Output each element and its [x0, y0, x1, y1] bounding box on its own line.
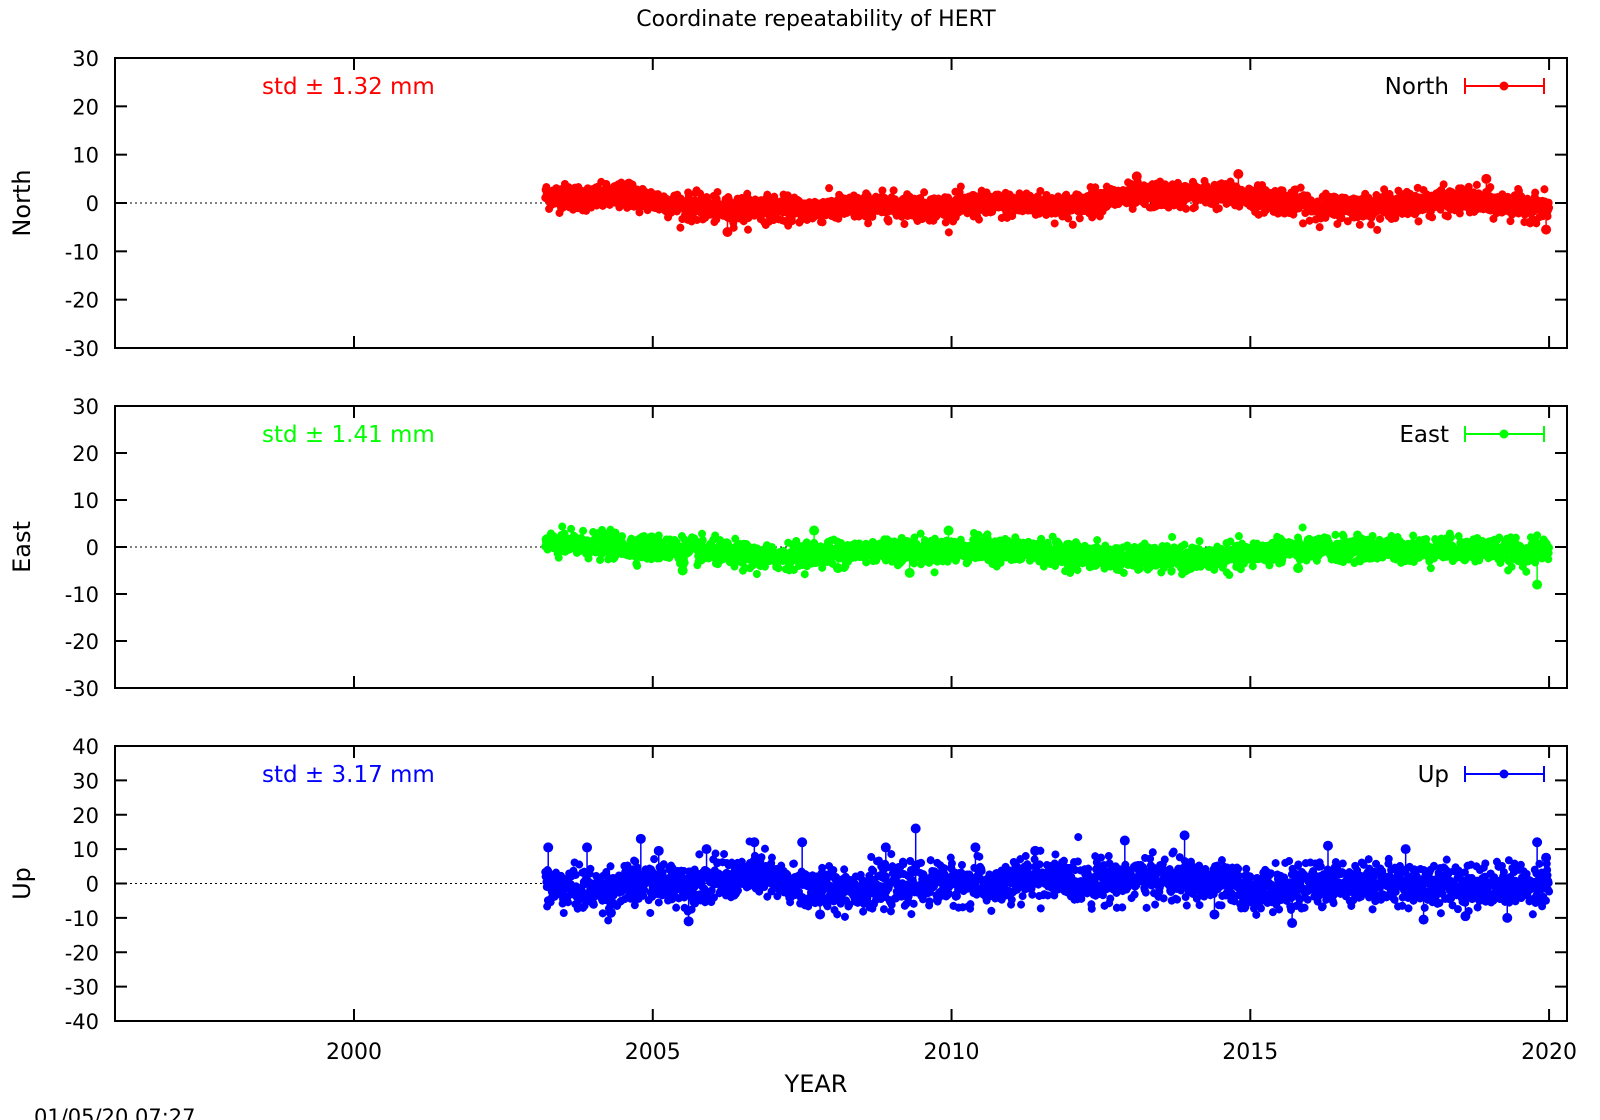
data-point [1443, 212, 1452, 221]
data-point [1068, 220, 1077, 229]
data-point [956, 182, 965, 191]
data-point [1439, 180, 1448, 189]
y-tick-label: 0 [86, 192, 99, 216]
data-point [864, 219, 873, 228]
data-point [1296, 183, 1305, 192]
data-point [825, 184, 834, 193]
data-point [1428, 213, 1437, 222]
y-tick-label: 30 [72, 47, 99, 71]
legend-marker [1464, 78, 1545, 94]
panel-north: 30 20 10 0 -10 -20 -30 North std ± 1.32 mm North [8, 47, 1568, 361]
data-point [1414, 217, 1423, 226]
data-point [900, 220, 909, 229]
data-point [889, 186, 898, 195]
std-annotation: std ± 1.32 mm [262, 74, 435, 100]
data-point [1373, 225, 1382, 234]
data-point [602, 179, 611, 188]
y-tick-label: -20 [65, 289, 99, 313]
data-point [713, 188, 722, 197]
data-point [1472, 180, 1481, 189]
data-point [1315, 223, 1324, 232]
legend-label: North [1385, 74, 1449, 100]
data-point [788, 217, 797, 226]
plot-panels: 30 20 10 0 -10 -20 -30 North std ± 1.32 mm North3… [8, 47, 1577, 1065]
data-point [920, 188, 929, 197]
data-point [676, 223, 685, 232]
y-tick-label: -30 [65, 337, 99, 361]
data-point [1182, 204, 1191, 213]
data-point [1050, 219, 1059, 228]
data-point [1367, 220, 1376, 229]
y-axis-label-north: North [8, 169, 36, 236]
data-point [944, 228, 953, 237]
y-tick-label: -10 [65, 240, 99, 264]
data-point [878, 186, 887, 195]
y-tick-label: 20 [72, 95, 99, 119]
data-point [884, 217, 893, 226]
data-point [770, 192, 779, 201]
data-point [684, 191, 693, 200]
y-tick-label: 10 [72, 144, 99, 168]
data-point [542, 183, 551, 192]
data-point [1075, 214, 1084, 223]
data-point [744, 225, 753, 234]
data-point [693, 215, 702, 224]
data-point [696, 189, 705, 198]
data-point [974, 215, 983, 224]
data-point [1214, 204, 1223, 213]
data-point [818, 218, 827, 227]
series-north [541, 169, 1554, 237]
data-point [1486, 183, 1495, 192]
data-point [712, 215, 721, 224]
data-point [1355, 220, 1364, 229]
chart-title: Coordinate repeatability of HERT [636, 7, 996, 32]
